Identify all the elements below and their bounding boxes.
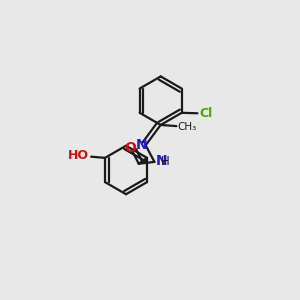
Text: N: N [156, 154, 167, 168]
Text: H: H [161, 155, 170, 168]
Text: N: N [136, 138, 148, 152]
Text: CH₃: CH₃ [178, 122, 197, 133]
Text: Cl: Cl [199, 107, 212, 120]
Text: HO: HO [68, 149, 89, 162]
Text: O: O [124, 141, 136, 155]
